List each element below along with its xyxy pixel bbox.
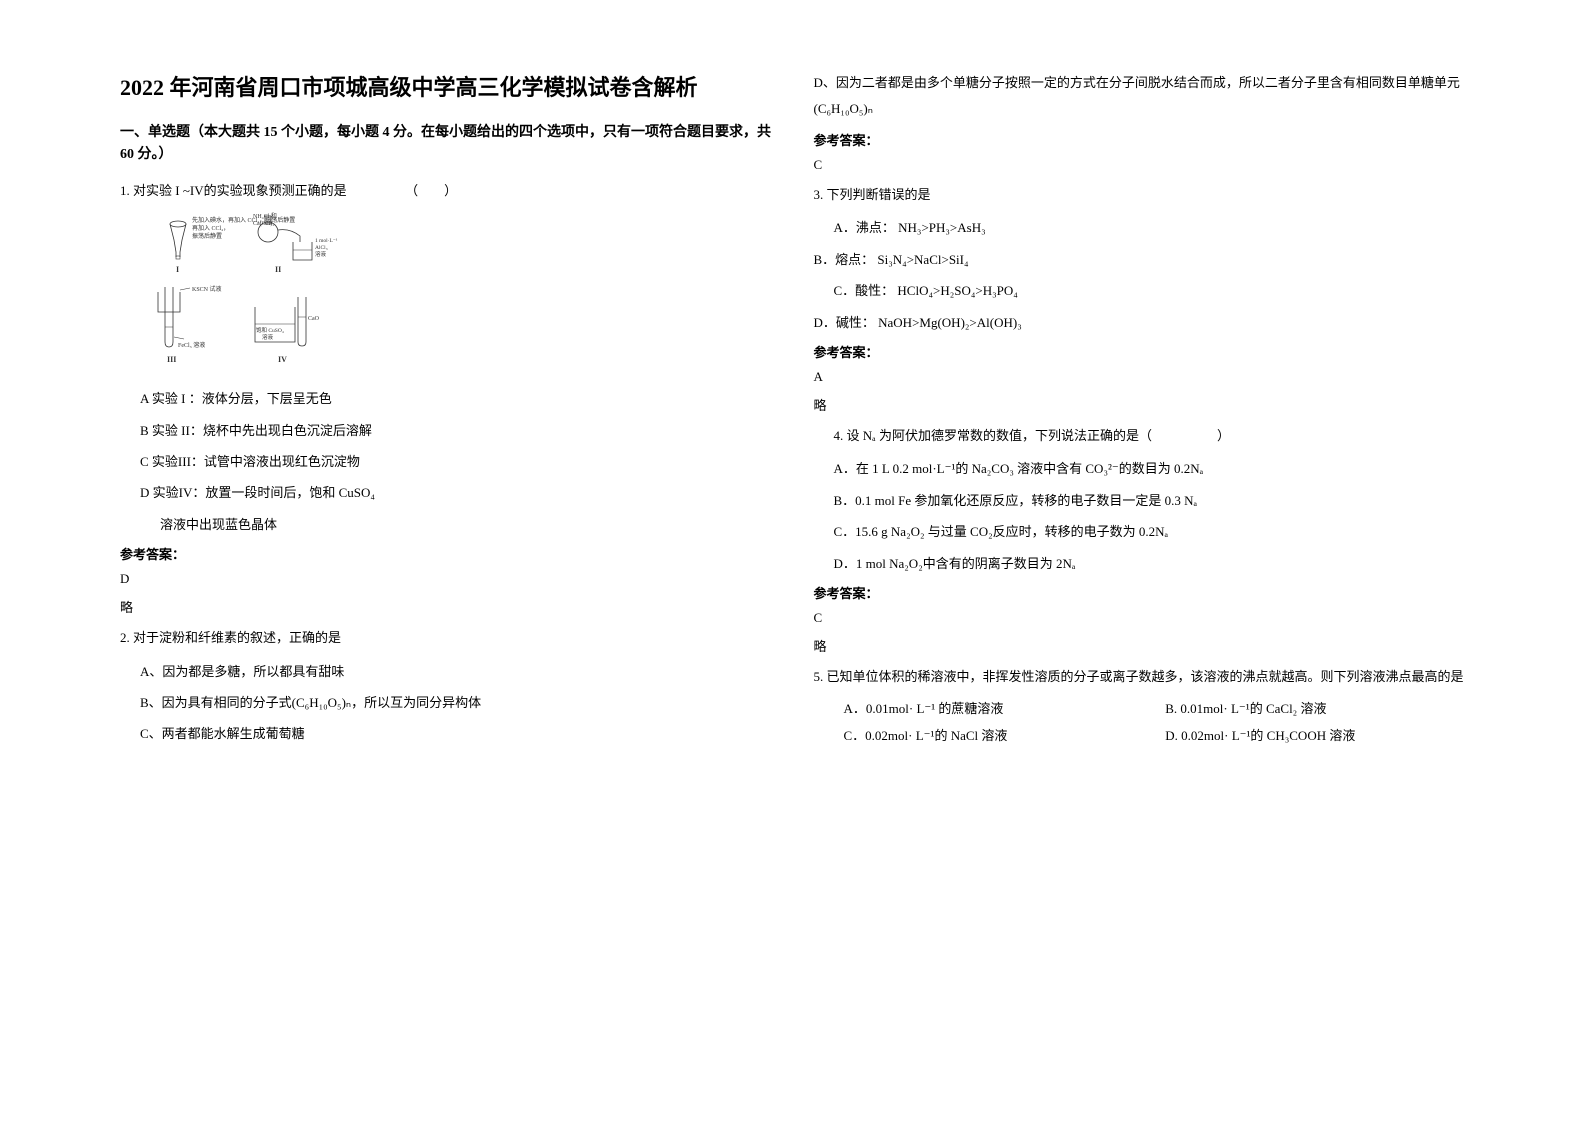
q3-b-label: B．熔点： [814, 252, 875, 267]
q5-option-a: A．0.01mol· L⁻¹ 的蔗糖溶液 [844, 698, 1146, 717]
q5-b-f1: L⁻¹ [1231, 701, 1250, 716]
q2-answer-label: 参考答案： [814, 130, 1468, 149]
label-nh4cl: NH₄Cl 和 [253, 212, 277, 220]
q1-option-b: B 实验 II：烧杯中先出现白色沉淀后溶解 [140, 419, 774, 442]
roman-2: II [275, 265, 281, 274]
section-1-header: 一、单选题（本大题共 15 个小题，每小题 4 分。在每小题给出的四个选项中，只… [120, 122, 774, 167]
q4-option-a: A．在 1 L 0.2 mol·L⁻¹的 Na₂CO₃ 溶液中含有 CO₃²⁻的… [834, 457, 1468, 480]
q4-option-d: D．1 mol Na₂O₂中含有的阴离子数目为 2Nₐ [834, 552, 1468, 575]
question-1-text: 1. 对实验 I ~IV的实验现象预测正确的是 （ ） [120, 179, 774, 202]
label-solution: 溶液 [315, 250, 327, 258]
question-5-text: 5. 已知单位体积的稀溶液中，非挥发性溶质的分子或离子数越多，该溶液的沸点就越高… [814, 665, 1468, 688]
q2-option-b: B、因为具有相同的分子式(C₆H₁₀O₅)ₙ，所以互为同分异构体 [140, 691, 774, 714]
q4-answer-label: 参考答案： [814, 583, 1468, 602]
q3-answer: A [814, 369, 1468, 385]
q3-option-d: D．碱性： NaOH>Mg(OH)₂>Al(OH)₃ [814, 311, 1468, 334]
q5-a-label: A．0.01mol· [844, 701, 914, 716]
q3-c-formula: HClO₄>H₂SO₄>H₃PO₄ [897, 283, 1017, 298]
q3-answer-label: 参考答案： [814, 342, 1468, 361]
question-4-text: 4. 设 Nₐ 为阿伏加德罗常数的数值，下列说法正确的是（ ） [834, 424, 1468, 447]
q3-option-b: B．熔点： Si₃N₄>NaCl>SiI₄ [814, 248, 1468, 271]
q5-option-d: D. 0.02mol· L⁻¹的 CH₃COOH 溶液 [1165, 725, 1467, 744]
q5-c-suffix: 溶液 [981, 728, 1007, 743]
q5-a-f1: L⁻¹ [916, 701, 935, 716]
q3-option-c: C．酸性： HClO₄>H₂SO₄>H₃PO₄ [834, 279, 1468, 302]
q3-note: 略 [814, 395, 1468, 414]
q5-c-of: 的 [934, 728, 947, 743]
q1-option-d2: 溶液中出现蓝色晶体 [160, 513, 774, 536]
q3-b-formula: Si₃N₄>NaCl>SiI₄ [877, 252, 968, 267]
left-column: 2022 年河南省周口市项城高级中学高三化学模拟试卷含解析 一、单选题（本大题共… [100, 70, 794, 1092]
roman-1: I [176, 265, 179, 274]
q4-option-b: B．0.1 mol Fe 参加氧化还原反应，转移的电子数目一定是 0.3 Nₐ [834, 489, 1468, 512]
svg-text:振荡后静置: 振荡后静置 [192, 232, 222, 240]
q5-option-b: B. 0.01mol· L⁻¹的 CaCl₂ 溶液 [1165, 698, 1467, 717]
q3-a-formula: NH₃>PH₃>AsH₃ [898, 220, 986, 235]
q5-d-of: 的 [1250, 728, 1263, 743]
q5-d-f1: L⁻¹ [1232, 728, 1251, 743]
q5-b-of: 的 [1250, 701, 1263, 716]
label-funnel-1: 先加入碘水，再加入 CCl₄，振荡后静置 [192, 216, 295, 224]
q2-option-c: C、两者都能水解生成葡萄糖 [140, 722, 774, 745]
experiment-diagram: 先加入碘水，再加入 CCl₄，振荡后静置 再加入 CCl₄， 振荡后静置 I N… [150, 212, 350, 372]
q3-c-label: C．酸性： [834, 283, 895, 298]
roman-4: IV [278, 355, 287, 364]
exam-title: 2022 年河南省周口市项城高级中学高三化学模拟试卷含解析 [120, 70, 774, 102]
label-fecl3: FeCl₃ 溶液 [178, 341, 205, 349]
label-cuso4-1: 饱和 CuSO₄ [256, 326, 284, 334]
label-kscn: KSCN 试液 [192, 285, 222, 293]
question-3-text: 3. 下列判断错误的是 [814, 183, 1468, 206]
q3-d-label: D．碱性： [814, 315, 875, 330]
q5-option-c: C．0.02mol· L⁻¹的 NaCl 溶液 [844, 725, 1146, 744]
label-cuso4-2: 溶液 [262, 333, 274, 341]
label-mol: 1 mol·L⁻¹ [315, 238, 338, 244]
q1-note: 略 [120, 597, 774, 616]
q5-d-suffix: 溶液 [1329, 728, 1355, 743]
label-alcl3: AlCl₃ [315, 245, 328, 251]
q3-a-label: A．沸点： [834, 220, 895, 235]
q5-b-label: B. 0.01mol· [1165, 701, 1227, 716]
q4-option-c: C．15.6 g Na₂O₂ 与过量 CO₂反应时，转移的电子数为 0.2Nₐ [834, 520, 1468, 543]
svg-text:再加入 CCl₄，: 再加入 CCl₄， [192, 224, 229, 232]
q5-d-f2: CH₃COOH [1267, 728, 1326, 743]
question-2-text: 2. 对于淀粉和纤维素的叙述，正确的是 [120, 626, 774, 649]
q3-option-a: A．沸点： NH₃>PH₃>AsH₃ [834, 216, 1468, 239]
q5-options-grid: A．0.01mol· L⁻¹ 的蔗糖溶液 B. 0.01mol· L⁻¹的 Ca… [844, 698, 1468, 744]
q5-b-suffix: 溶液 [1300, 701, 1326, 716]
right-column: D、因为二者都是由多个单糖分子按照一定的方式在分子间脱水结合而成，所以二者分子里… [794, 70, 1488, 1092]
q1-option-c: C 实验III：试管中溶液出现红色沉淀物 [140, 450, 774, 473]
label-cao: CaO [308, 316, 320, 322]
label-caoh2: Ca(OH)₂ [253, 220, 274, 227]
q5-c-f1: L⁻¹ [916, 728, 935, 743]
q2-option-a: A、因为都是多糖，所以都具有甜味 [140, 660, 774, 683]
q1-answer-label: 参考答案： [120, 544, 774, 563]
q1-option-d: D 实验IV：放置一段时间后，饱和 CuSO₄ [140, 481, 774, 504]
q5-a-suffix: 的蔗糖溶液 [938, 701, 1003, 716]
q3-d-formula: NaOH>Mg(OH)₂>Al(OH)₃ [878, 315, 1022, 330]
q1-option-a: A 实验 I ：液体分层，下层呈无色 [140, 387, 774, 410]
q4-note: 略 [814, 636, 1468, 655]
q1-answer: D [120, 571, 774, 587]
roman-3: III [167, 355, 176, 364]
q5-c-label: C．0.02mol· [844, 728, 913, 743]
q5-c-f2: NaCl [951, 728, 978, 743]
q2-option-d: D、因为二者都是由多个单糖分子按照一定的方式在分子间脱水结合而成，所以二者分子里… [814, 70, 1468, 122]
q5-d-label: D. 0.02mol· [1165, 728, 1228, 743]
q2-answer: C [814, 157, 1468, 173]
q5-b-f2: CaCl₂ [1266, 701, 1297, 716]
q4-answer: C [814, 610, 1468, 626]
